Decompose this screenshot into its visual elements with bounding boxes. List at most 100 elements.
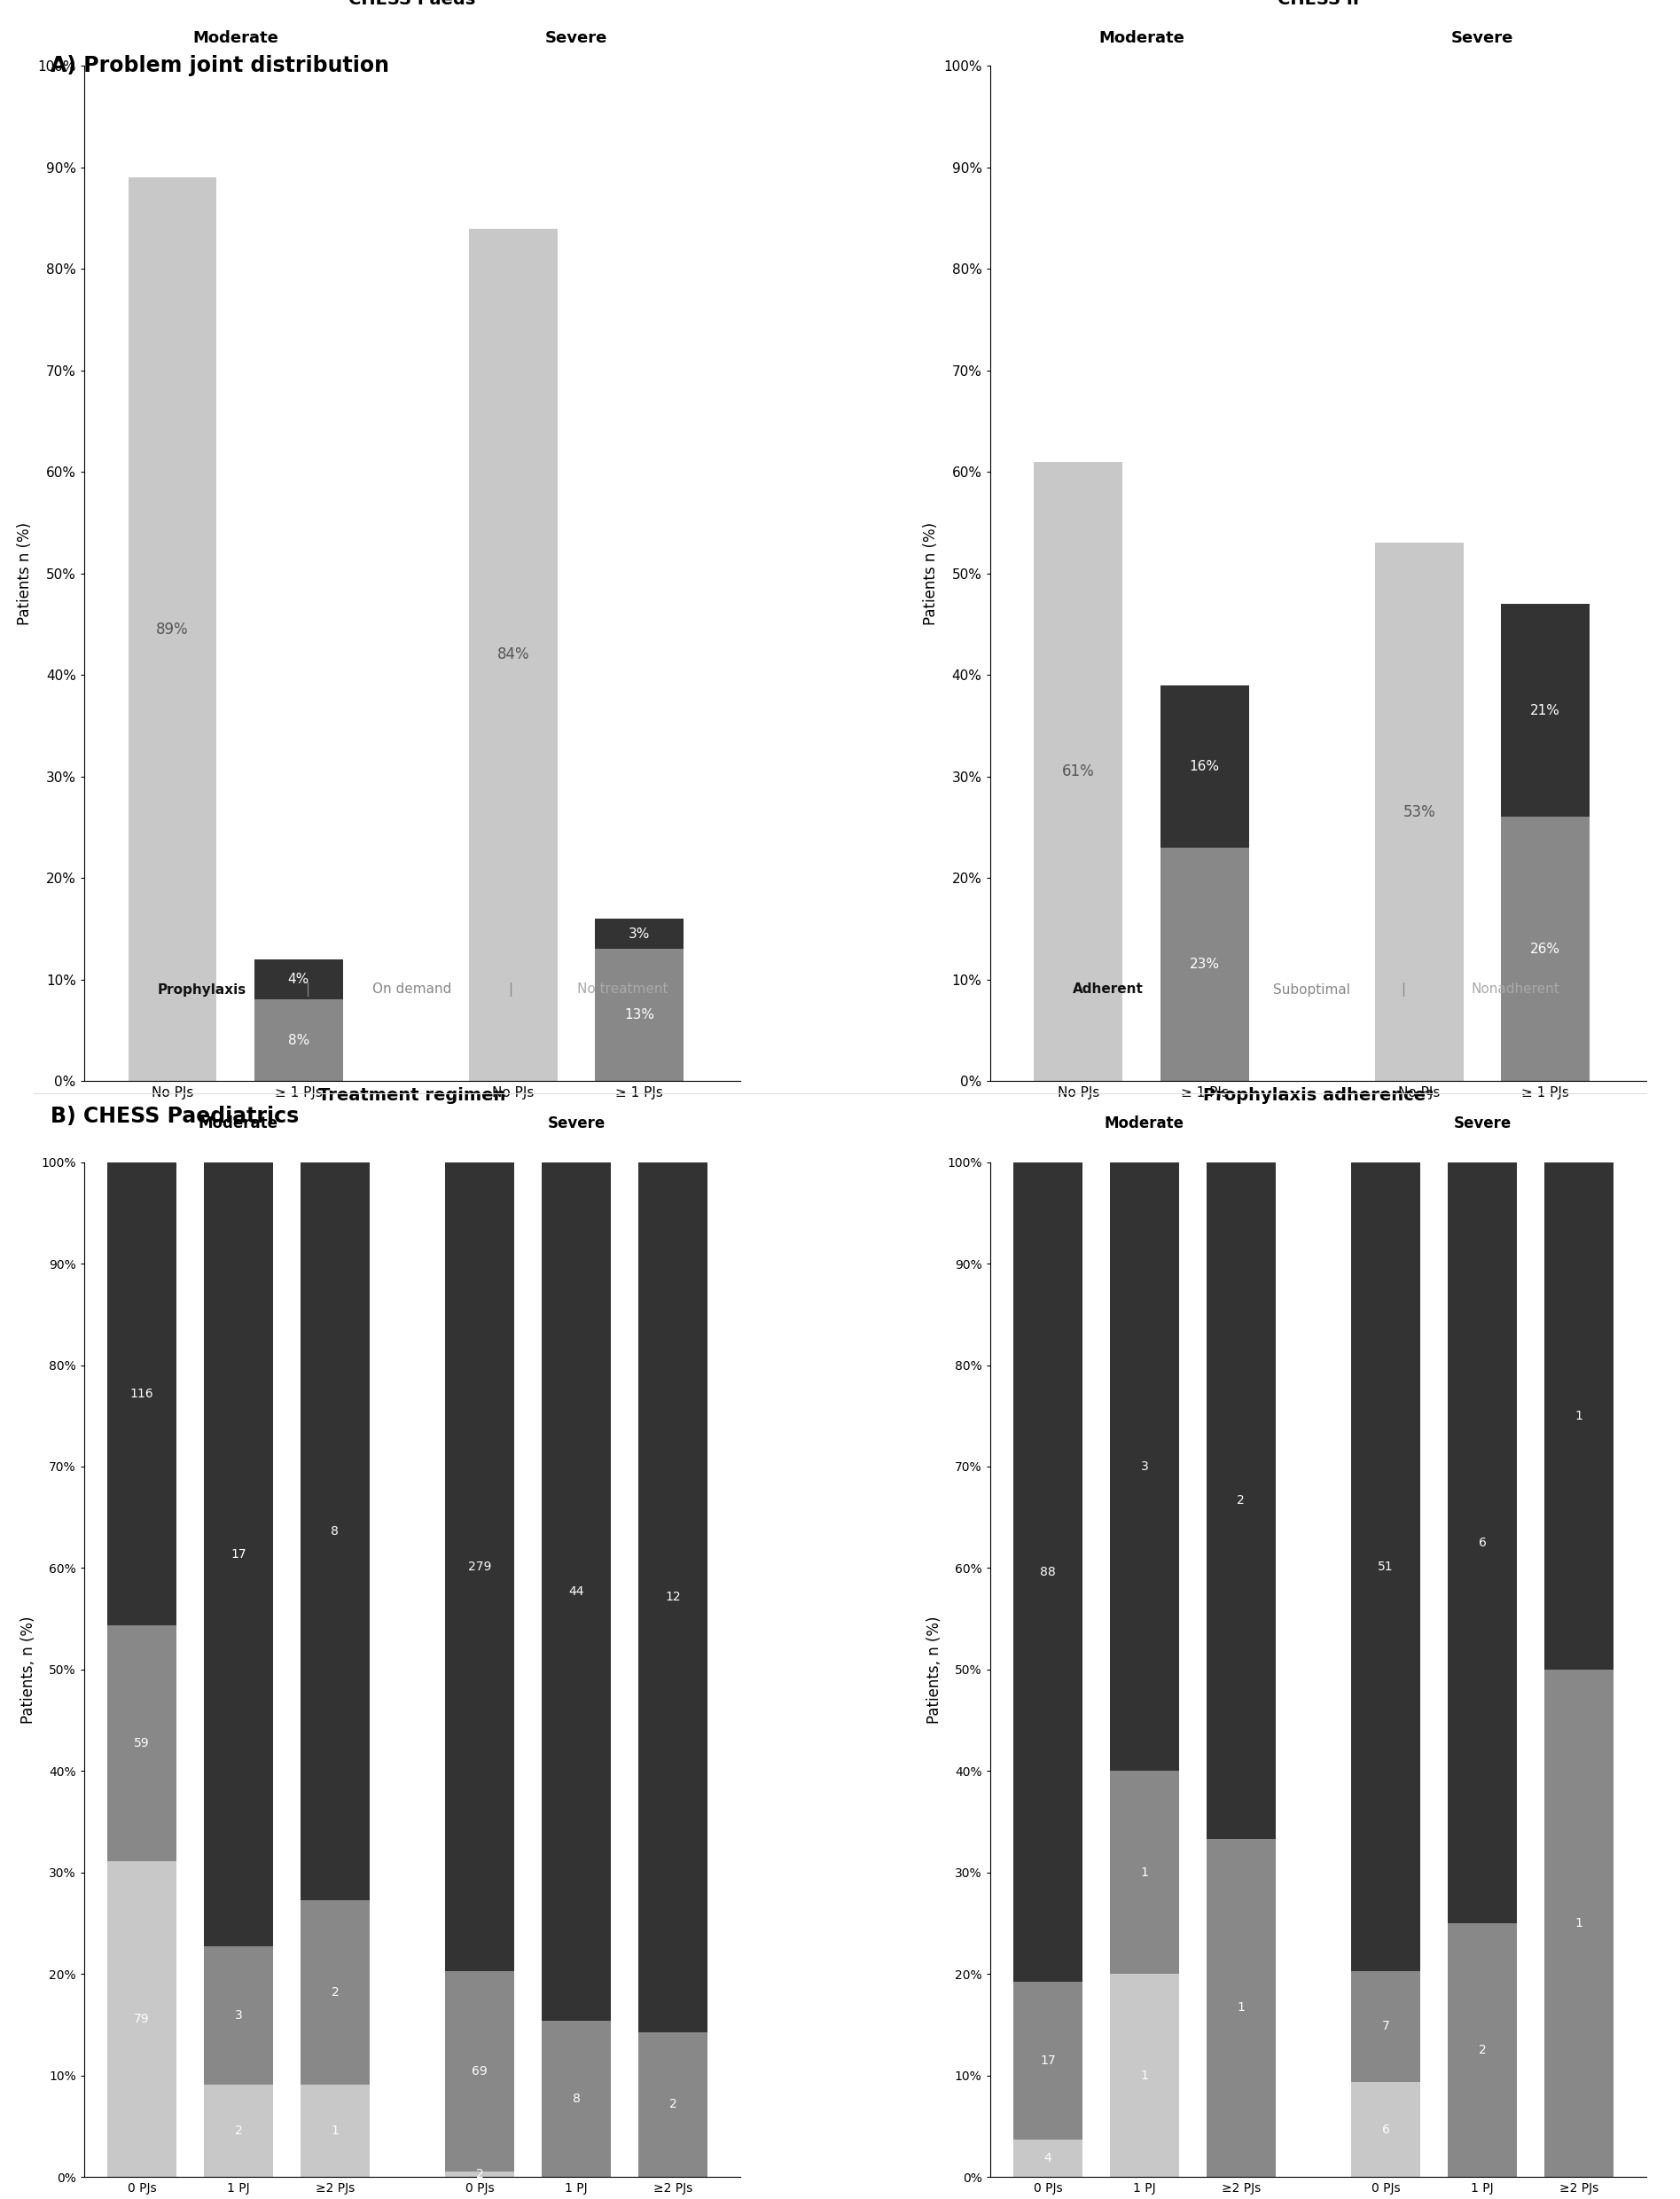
Text: Moderate: Moderate xyxy=(198,1115,279,1132)
Title: CHESS II: CHESS II xyxy=(1277,0,1359,9)
Text: 4: 4 xyxy=(1043,2153,1052,2164)
Text: 2: 2 xyxy=(1236,1493,1245,1506)
Text: 8: 8 xyxy=(573,2093,580,2104)
Text: 4%: 4% xyxy=(287,972,309,985)
Bar xyxy=(1544,1161,1613,1669)
Bar xyxy=(254,1001,343,1082)
Text: 8: 8 xyxy=(331,1524,339,1537)
Text: Severe: Severe xyxy=(1452,31,1514,46)
Bar xyxy=(203,1946,274,2085)
Text: 6: 6 xyxy=(1478,1537,1487,1548)
Title: CHESS Paeds: CHESS Paeds xyxy=(349,0,475,9)
Bar xyxy=(541,1161,612,2021)
Text: 1: 1 xyxy=(1141,1867,1149,1878)
Y-axis label: Patients n (%): Patients n (%) xyxy=(922,521,939,625)
Text: 3: 3 xyxy=(1141,1460,1147,1473)
Y-axis label: Patients, n (%): Patients, n (%) xyxy=(20,1616,35,1724)
Bar xyxy=(638,2032,707,2177)
Text: 116: 116 xyxy=(129,1388,155,1401)
Bar xyxy=(445,2170,514,2177)
Bar xyxy=(108,1860,176,2177)
Text: 8%: 8% xyxy=(287,1034,309,1047)
Text: Severe: Severe xyxy=(544,31,608,46)
Bar xyxy=(1502,818,1589,1082)
Text: 89%: 89% xyxy=(156,622,188,638)
Text: B) CHESS Paediatrics: B) CHESS Paediatrics xyxy=(50,1106,299,1128)
Text: Severe: Severe xyxy=(548,1115,605,1132)
Bar xyxy=(108,1625,176,1860)
Y-axis label: Patients n (%): Patients n (%) xyxy=(17,521,32,625)
Text: |: | xyxy=(306,983,309,996)
Text: 2: 2 xyxy=(669,2098,677,2111)
Text: 1: 1 xyxy=(1574,1410,1583,1423)
Bar xyxy=(1351,1161,1421,1970)
Text: 7: 7 xyxy=(1383,2021,1389,2032)
Bar xyxy=(1161,686,1248,847)
Text: 17: 17 xyxy=(230,1548,247,1561)
Bar xyxy=(1035,462,1122,1082)
Bar xyxy=(1013,1981,1082,2140)
Text: |: | xyxy=(509,983,512,996)
Text: 69: 69 xyxy=(472,2065,487,2078)
Bar xyxy=(1206,1161,1275,1838)
Bar xyxy=(595,950,684,1082)
Bar xyxy=(203,2085,274,2177)
Text: 21%: 21% xyxy=(1530,704,1561,717)
Text: 26%: 26% xyxy=(1530,943,1561,957)
Bar xyxy=(1351,1970,1421,2082)
Text: Severe: Severe xyxy=(1453,1115,1512,1132)
Bar xyxy=(1109,1770,1179,1975)
Bar xyxy=(1109,1161,1179,1770)
Bar xyxy=(469,229,558,1082)
Bar xyxy=(638,1161,707,2032)
Text: 23%: 23% xyxy=(1189,957,1220,970)
Text: Moderate: Moderate xyxy=(193,31,279,46)
Bar xyxy=(301,1900,370,2085)
Text: 1: 1 xyxy=(1141,2069,1149,2082)
Text: Adherent: Adherent xyxy=(1074,983,1144,996)
Text: 2: 2 xyxy=(475,2168,484,2181)
Text: 2: 2 xyxy=(1478,2043,1487,2056)
Text: Nonadherent: Nonadherent xyxy=(1472,983,1559,996)
Text: On demand: On demand xyxy=(373,983,452,996)
Title: Treatment regimen: Treatment regimen xyxy=(319,1086,506,1104)
Text: 1: 1 xyxy=(1574,1918,1583,1929)
Text: No treatment: No treatment xyxy=(576,983,667,996)
Bar xyxy=(203,1161,274,1946)
Bar xyxy=(301,2085,370,2177)
Text: 2: 2 xyxy=(235,2124,242,2137)
Text: 59: 59 xyxy=(134,1737,150,1750)
Bar xyxy=(1161,847,1248,1082)
Bar xyxy=(1109,1975,1179,2177)
Text: 53%: 53% xyxy=(1403,805,1435,820)
Bar xyxy=(1013,2140,1082,2177)
Bar xyxy=(541,2021,612,2177)
Bar xyxy=(1448,1924,1517,2177)
Text: 13%: 13% xyxy=(625,1009,655,1023)
Bar xyxy=(1448,1161,1517,1924)
Bar xyxy=(1206,1838,1275,2177)
Text: 12: 12 xyxy=(665,1590,680,1603)
Text: Moderate: Moderate xyxy=(1099,31,1184,46)
Text: 61%: 61% xyxy=(1062,763,1095,778)
Bar xyxy=(108,1161,176,1625)
Text: 84%: 84% xyxy=(497,647,529,662)
Text: A) Problem joint distribution: A) Problem joint distribution xyxy=(50,55,390,77)
Bar xyxy=(1013,1161,1082,1981)
Bar xyxy=(1374,543,1463,1082)
Bar xyxy=(595,919,684,950)
Text: 2: 2 xyxy=(331,1986,339,1999)
Title: Prophylaxis adherenceᵃ: Prophylaxis adherenceᵃ xyxy=(1203,1086,1433,1104)
Text: Prophylaxis: Prophylaxis xyxy=(158,983,247,996)
Text: 16%: 16% xyxy=(1189,759,1220,772)
Bar xyxy=(1351,2082,1421,2177)
Text: 79: 79 xyxy=(134,2012,150,2025)
Text: 279: 279 xyxy=(469,1561,492,1572)
Bar xyxy=(445,1161,514,1970)
Bar xyxy=(1544,1669,1613,2177)
Text: Suboptimal: Suboptimal xyxy=(1273,983,1351,996)
Bar xyxy=(128,178,217,1082)
Bar xyxy=(1502,605,1589,818)
Text: 51: 51 xyxy=(1378,1561,1393,1572)
Text: 3: 3 xyxy=(235,2010,242,2021)
